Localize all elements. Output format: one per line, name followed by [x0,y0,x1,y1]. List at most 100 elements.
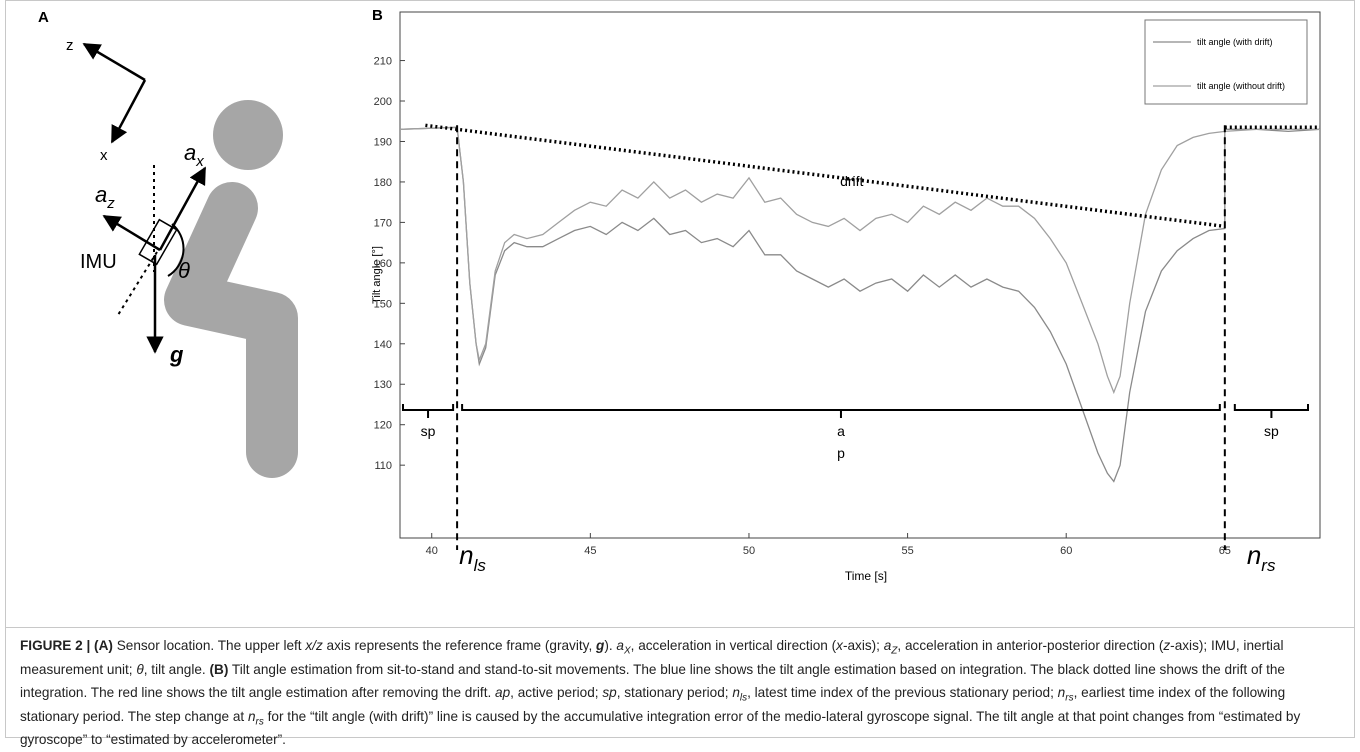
az-label: az [95,182,115,212]
y-tick-label: 140 [374,339,392,351]
marker-label-base: n [459,540,473,570]
caption-rule [5,627,1355,628]
drift-label: drift [840,173,863,189]
legend-label: tilt angle (with drift) [1197,37,1273,47]
x-label: x [100,147,108,164]
period-bracket [461,404,1221,418]
x-tick-label: 50 [743,545,755,557]
panel-letter: B [372,7,383,24]
panel-letter: A [38,9,49,26]
data-line [399,126,1320,395]
caption-run: Tilt angle estimation from sit-to-stand … [20,661,1285,701]
caption-run: X [623,645,631,657]
marker-label-sub: rs [1261,556,1276,575]
caption-run: ). [604,638,617,653]
ax-sub: x [195,153,204,170]
az-sub: z [106,195,115,212]
x-tick-label: 55 [901,545,913,557]
caption-run: n [1057,685,1066,700]
caption-run: Z [891,645,898,657]
theta-arc [167,223,185,277]
y-tick-label: 200 [374,96,392,108]
caption-run: g [596,638,605,653]
y-tick-label: 190 [374,136,392,148]
x-tick-label: 40 [426,545,438,557]
caption-run: rs [255,716,264,728]
period-label: p [837,445,845,461]
caption-run: , active period; [510,685,603,700]
panel-a: A z x ax az IMU θ g [38,9,298,478]
z-axis-arrow [82,42,146,82]
caption-run: , earliest time index of the following s… [20,685,1286,724]
caption-run: , acceleration in anterior-posterior dir… [897,638,1164,653]
g-label: g [169,342,184,367]
x-axis-label: Time [s] [845,569,887,583]
az-arrow [102,214,161,252]
marker-label: nrs [1247,540,1276,575]
caption-run: -axis); IMU, inertial measurement unit; [20,638,1284,677]
caption-run: -axis); [842,638,884,653]
legend-box [1144,19,1308,105]
marker-label-base: n [1247,540,1261,570]
caption-run: , latest time index of the previous stat… [747,685,1058,700]
period-bracket [402,404,455,418]
period-bracket [1233,404,1309,418]
caption-run: for the “tilt angle (with drift)” line i… [20,708,1301,748]
x-tick-label: 45 [584,545,596,557]
marker-label: nls [459,540,486,575]
caption-run: FIGURE 2 | (A) [20,638,113,653]
person-body [164,182,298,478]
y-tick-label: 110 [374,460,392,472]
caption-run: a [616,638,624,653]
y-tick-label: 130 [374,379,392,391]
az-base: a [95,182,107,207]
period-label: sp [421,423,436,439]
ax-arrow [158,166,207,251]
figure-frame [5,0,1355,738]
y-tick-label: 170 [374,217,392,229]
period-label: sp [1264,423,1279,439]
caption-run: , stationary period; [616,685,733,700]
y-tick-label: 180 [374,177,392,189]
caption-run: a [883,638,892,653]
legend-label: tilt angle (without drift) [1197,81,1285,91]
caption-run: Sensor location. The upper left [112,638,306,653]
marker-label-sub: ls [474,556,487,575]
y-tick-label: 150 [374,298,392,310]
caption-run: ap [495,685,511,700]
z-label: z [66,37,74,54]
caption-run: rs [1065,692,1074,704]
y-tick-label: 120 [374,420,392,432]
caption-run: (B) [209,661,229,677]
caption-run: axis represents the reference frame (gra… [322,638,596,653]
figure: A z x ax az IMU θ g B Time [s] Tilt angl… [38,7,1321,583]
period-label: a [837,423,845,439]
caption-run: , acceleration in vertical direction ( [630,638,837,653]
panel-b: B Time [s] Tilt angle [°] 110 120 130 140 15… [371,7,1321,583]
caption-run: θ [136,661,144,677]
plot-frame [399,11,1321,539]
caption-run: x/z [305,638,323,653]
caption-run: n [247,708,256,724]
caption-run: n [732,685,740,700]
caption-run: ls [739,692,748,704]
theta-label: θ [178,258,190,283]
data-line [399,126,1321,483]
x-tick-label: 65 [1219,545,1231,557]
person-head [213,100,283,170]
caption-run: x [836,638,843,653]
caption-run: , tilt angle. [143,661,210,677]
y-tick-label: 160 [374,258,392,270]
drift-line [425,123,1320,229]
ax-base: a [184,140,196,165]
ax-label: ax [184,140,204,170]
imu-label: IMU [80,251,117,273]
caption: FIGURE 2 | (A) Sensor location. The uppe… [20,634,1345,752]
imu-box [138,218,178,266]
caption-run: sp [602,685,617,700]
x-tick-label: 60 [1060,545,1072,557]
y-tick-label: 210 [374,56,392,68]
y-axis-label: Tilt angle [°] [371,246,383,304]
sensor-axis-dotted [117,251,158,316]
